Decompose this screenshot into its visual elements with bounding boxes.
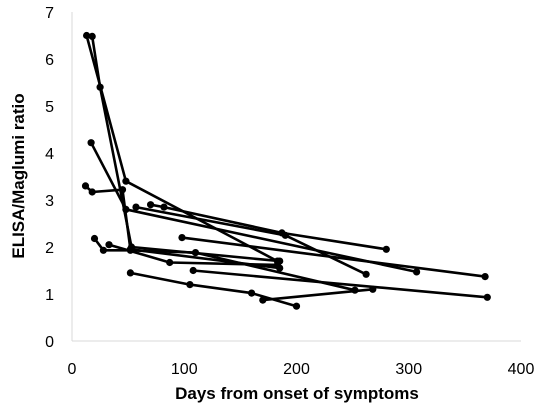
series-7 (178, 234, 489, 281)
data-point (248, 289, 256, 297)
data-point (160, 203, 168, 211)
data-point (83, 31, 91, 40)
data-point (413, 268, 421, 276)
data-point (178, 234, 186, 242)
data-point (81, 182, 90, 190)
y-tick-label: 3 (45, 193, 54, 210)
y-tick-label: 1 (45, 287, 54, 304)
y-tick-label: 0 (45, 334, 54, 351)
data-point (483, 293, 491, 301)
data-point (362, 270, 370, 278)
data-point (126, 269, 134, 277)
x-tick-label: 0 (68, 361, 77, 378)
x-tick-labels: 0 100 200 300 400 (68, 361, 535, 378)
data-point (191, 249, 200, 257)
data-point (189, 266, 197, 275)
data-point (88, 188, 96, 196)
y-axis-title: ELISA/Maglumi ratio (9, 93, 28, 258)
series-10 (189, 266, 491, 301)
data-point (96, 83, 104, 91)
x-tick-label: 300 (395, 361, 422, 378)
data-point (90, 234, 99, 243)
series-9 (105, 241, 281, 269)
data-point (132, 203, 140, 211)
series-line (180, 236, 487, 278)
y-tick-label: 2 (45, 240, 54, 257)
data-point (147, 201, 155, 209)
data-point (87, 139, 95, 147)
x-axis-title: Days from onset of symptoms (175, 384, 419, 403)
data-point (88, 32, 96, 41)
data-point (99, 246, 107, 254)
series-12 (259, 285, 377, 304)
data-point (369, 285, 377, 293)
y-tick-label: 7 (45, 5, 54, 22)
data-point (259, 296, 267, 304)
series-11 (126, 269, 301, 310)
y-tick-labels: 0 1 2 3 4 5 6 7 (45, 5, 54, 351)
series-line (261, 287, 375, 302)
y-tick-label: 5 (45, 99, 54, 116)
data-point (481, 273, 489, 281)
data-point (166, 258, 174, 267)
data-point (105, 241, 113, 249)
series-6 (147, 201, 390, 253)
series-5 (132, 203, 370, 278)
data-point (273, 261, 281, 269)
series-group (81, 31, 491, 310)
data-point (382, 245, 390, 253)
data-point (278, 229, 286, 237)
data-point (118, 186, 127, 194)
y-tick-label: 4 (45, 146, 54, 163)
x-tick-label: 400 (508, 361, 535, 378)
data-point (186, 281, 194, 289)
series-line (191, 269, 489, 299)
series-line (149, 203, 388, 251)
x-tick-label: 100 (171, 361, 198, 378)
y-tick-label: 6 (45, 52, 54, 69)
x-tick-label: 200 (283, 361, 310, 378)
data-point (122, 177, 130, 185)
data-point (292, 302, 301, 310)
plot-area (71, 12, 521, 342)
